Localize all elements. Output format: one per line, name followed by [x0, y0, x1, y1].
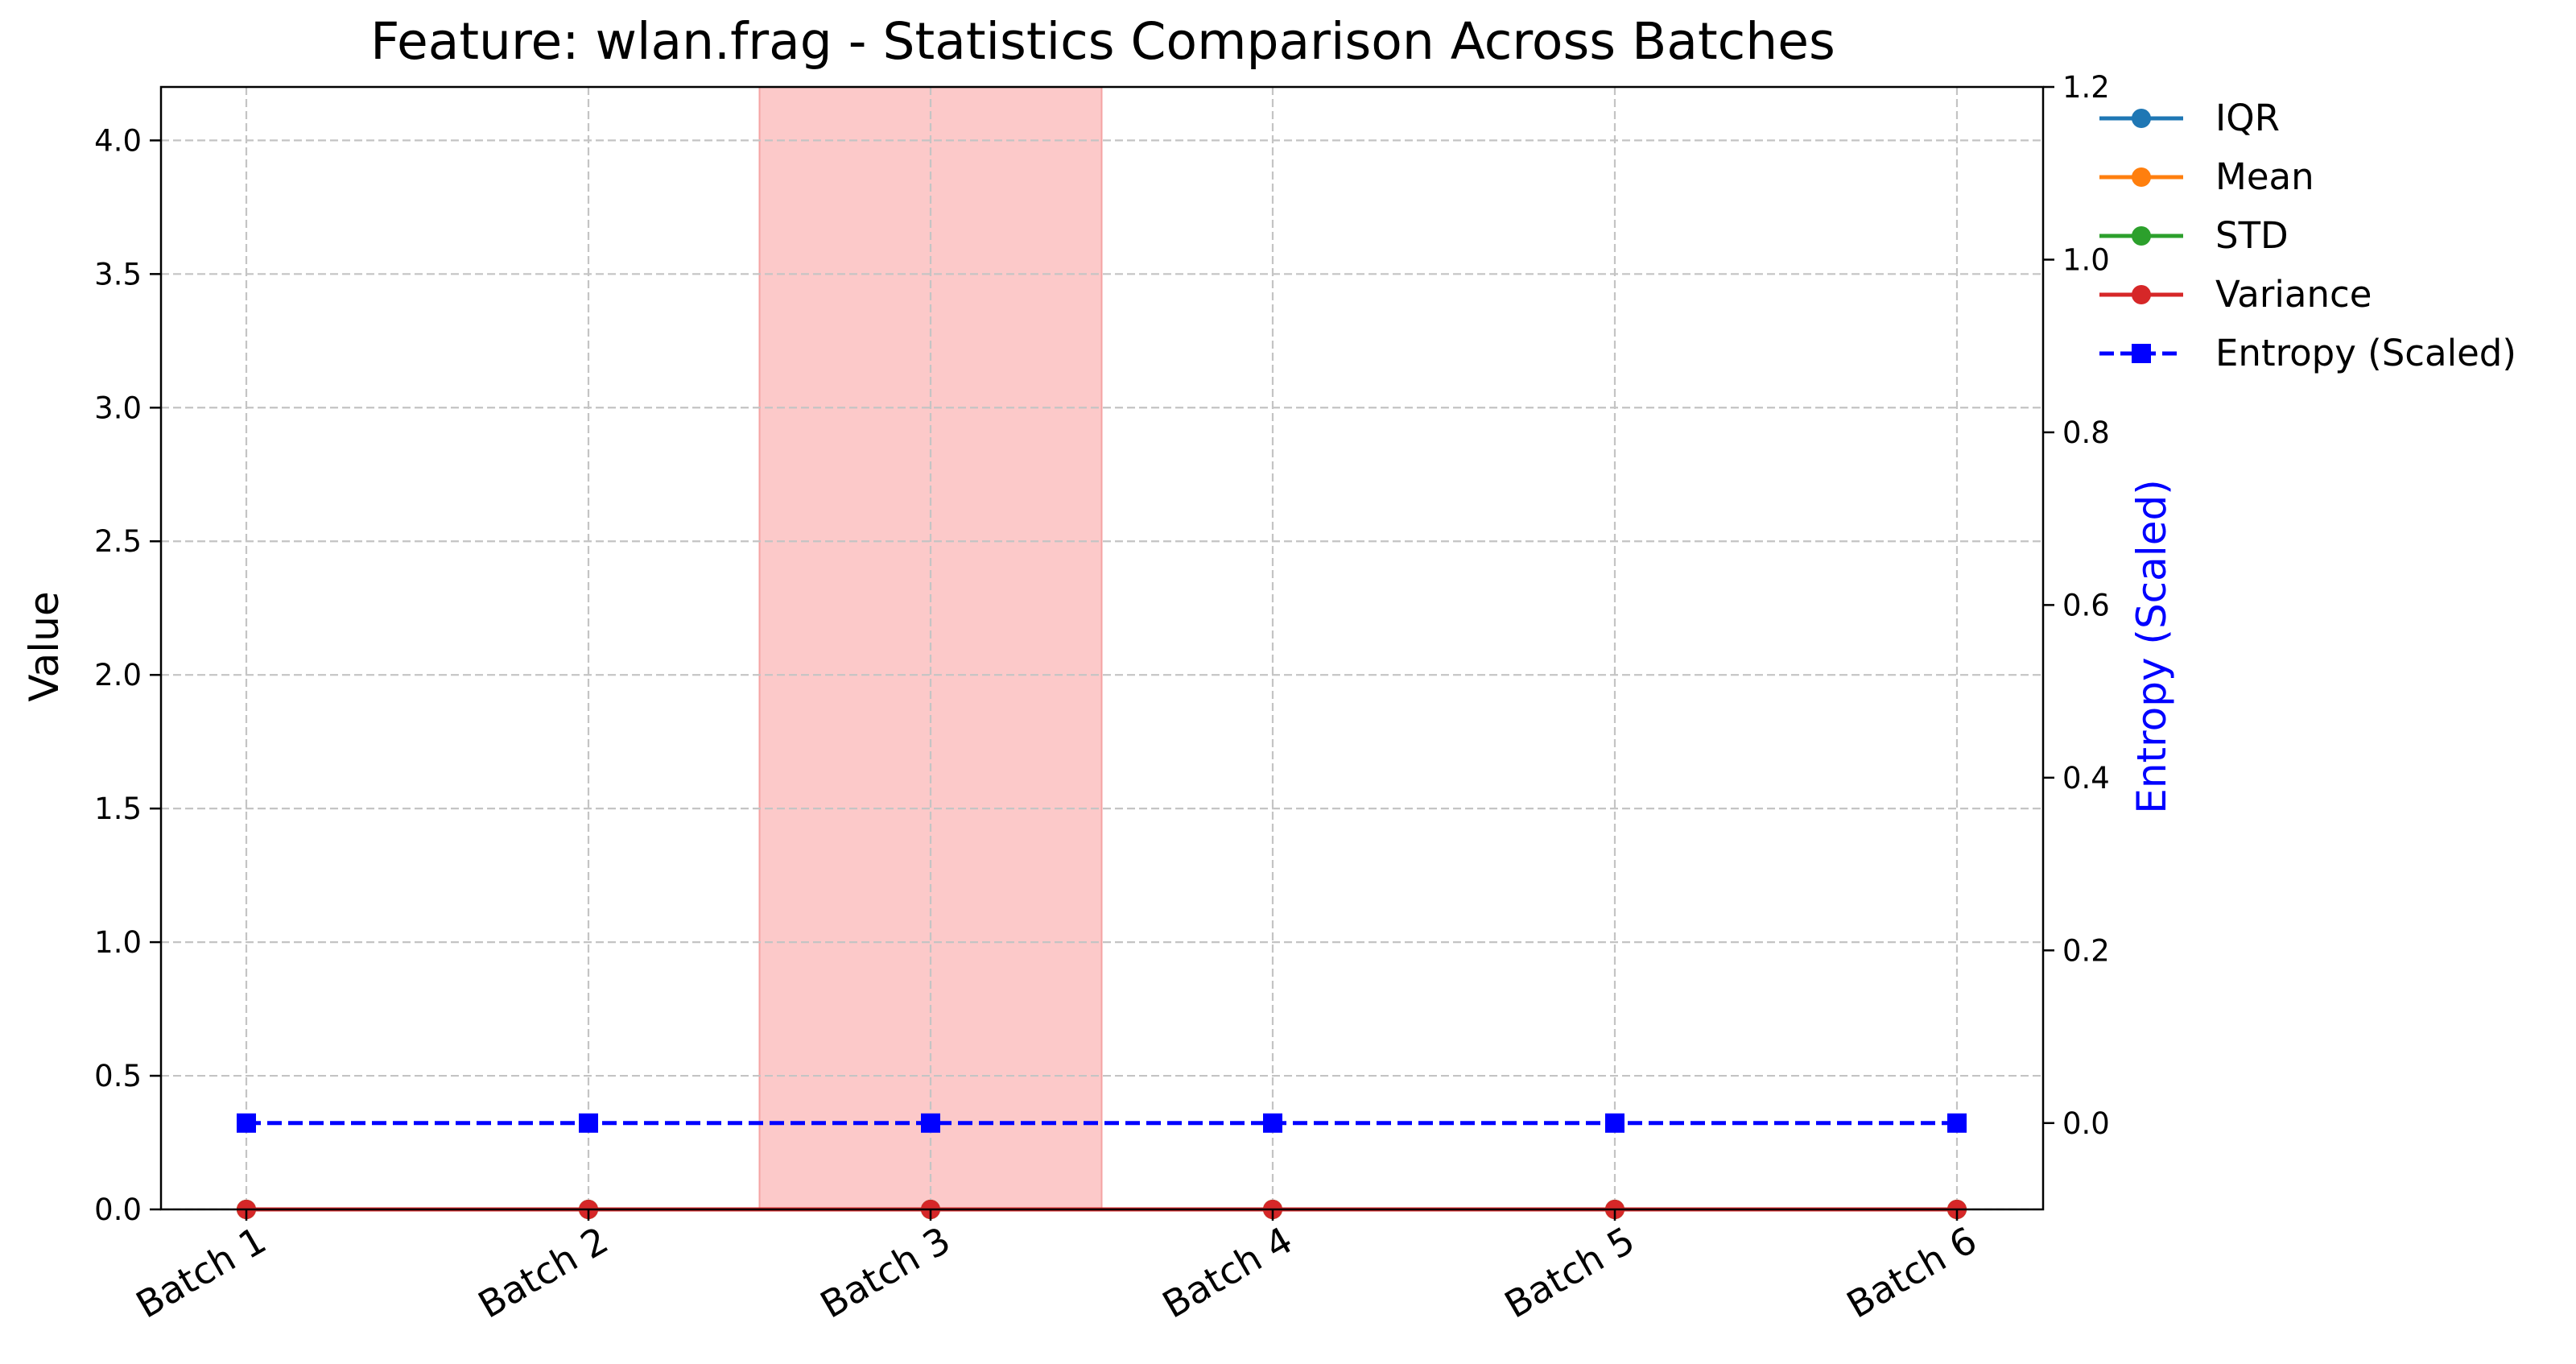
legend-label: Mean: [2215, 155, 2314, 198]
y-axis-right: 0.0 0.2 0.4 0.6 0.8 1.0 1.2: [2043, 70, 2110, 1141]
y-tick-label: 2.0: [94, 658, 142, 692]
y2-tick-label: 0.4: [2062, 761, 2110, 796]
x-tick-label: Batch 2: [471, 1218, 616, 1327]
series-marker: [579, 1113, 598, 1133]
y2-tick-label: 1.0: [2062, 242, 2110, 277]
y-axis-label: Value: [21, 591, 68, 701]
legend-marker: [2132, 226, 2151, 246]
series-marker: [237, 1113, 256, 1133]
y2-tick-label: 0.6: [2062, 588, 2110, 622]
y-tick-label: 1.5: [94, 792, 142, 826]
y2-tick-label: 0.2: [2062, 933, 2110, 968]
y2-tick-label: 0.0: [2062, 1106, 2110, 1141]
legend-marker: [2132, 109, 2151, 128]
legend-label: Entropy (Scaled): [2215, 332, 2516, 374]
chart-title: Feature: wlan.frag - Statistics Comparis…: [370, 12, 1835, 71]
legend: IQR Mean STD Variance Entropy (Scaled): [2099, 97, 2516, 374]
legend-marker: [2132, 285, 2151, 304]
x-tick-label: Batch 3: [813, 1218, 958, 1327]
y-tick-label: 3.0: [94, 391, 142, 425]
y-tick-label: 2.5: [94, 524, 142, 559]
legend-marker: [2132, 167, 2151, 187]
y-tick-label: 0.0: [94, 1192, 142, 1227]
y2-tick-label: 0.8: [2062, 415, 2110, 450]
legend-label: Variance: [2215, 273, 2372, 316]
y-tick-label: 0.5: [94, 1059, 142, 1093]
y-axis-left: 0.0 0.5 1.0 1.5 2.0 2.5 3.0 3.5 4.0: [94, 123, 161, 1227]
y-tick-label: 1.0: [94, 925, 142, 960]
y-tick-label: 4.0: [94, 123, 142, 158]
series-marker: [1605, 1113, 1624, 1133]
y2-axis-label: Entropy (Scaled): [2128, 479, 2175, 813]
series-marker: [921, 1113, 940, 1133]
x-tick-label: Batch 5: [1497, 1218, 1642, 1327]
series-marker: [1947, 1113, 1967, 1133]
legend-label: IQR: [2215, 97, 2280, 139]
series-marker: [1263, 1113, 1282, 1133]
legend-label: STD: [2215, 214, 2289, 257]
x-tick-label: Batch 1: [129, 1218, 274, 1327]
plot-frame: [159, 85, 2045, 1211]
x-tick-label: Batch 4: [1155, 1218, 1300, 1327]
y2-tick-label: 1.2: [2062, 70, 2110, 105]
legend-marker: [2132, 344, 2151, 363]
x-axis: Batch 1 Batch 2 Batch 3 Batch 4 Batch 5 Batch…: [129, 1209, 1984, 1327]
grid-group: [161, 87, 2043, 1211]
y-tick-label: 3.5: [94, 257, 142, 291]
x-tick-label: Batch 6: [1839, 1218, 1984, 1327]
